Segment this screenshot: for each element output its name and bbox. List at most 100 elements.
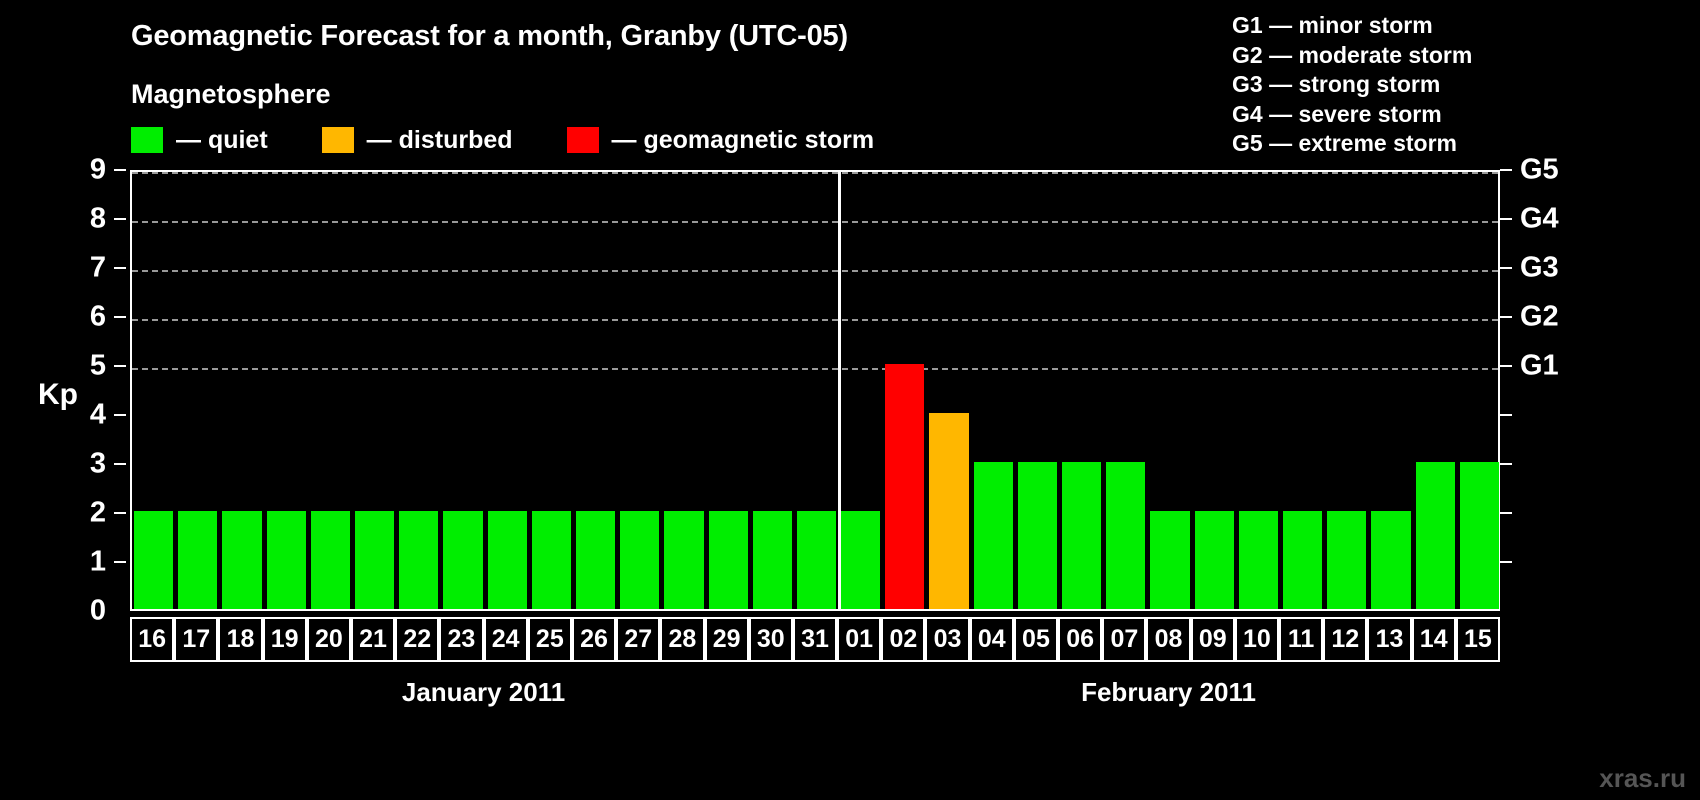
- bar-day-07: [1106, 462, 1146, 609]
- day-label-13: 13: [1367, 617, 1412, 662]
- bar-day-13: [1371, 511, 1411, 609]
- day-label-20: 20: [306, 617, 351, 662]
- day-label-30: 30: [748, 617, 793, 662]
- g-tick-mark: [1500, 463, 1512, 465]
- g-tick-label-G1: G1: [1520, 349, 1559, 382]
- legend-item-label: — quiet: [176, 125, 268, 154]
- watermark: xras.ru: [1599, 763, 1686, 793]
- bar-day-01: [841, 511, 881, 609]
- gridline-kp-5: [132, 368, 1498, 370]
- day-label-10: 10: [1234, 617, 1280, 662]
- bar-day-26: [575, 511, 616, 609]
- bar-day-20: [310, 511, 350, 609]
- bar-series: [132, 172, 1499, 609]
- g-tick-mark: [1500, 316, 1512, 318]
- day-label-22: 22: [395, 617, 440, 662]
- g-tick-mark: [1500, 365, 1512, 367]
- y-tick-label-1: 1: [89, 545, 106, 578]
- bar-day-12: [1327, 511, 1367, 609]
- gridline-kp-9: [132, 172, 1498, 174]
- day-label-14: 14: [1411, 617, 1456, 662]
- y-axis-title: Kp: [38, 378, 78, 411]
- day-label-19: 19: [262, 617, 307, 662]
- y-tick-mark: [114, 267, 126, 269]
- legend-item-1: — disturbed: [321, 125, 513, 155]
- legend-item-0: — quiet: [131, 126, 268, 155]
- bar-day-16: [134, 511, 174, 609]
- y-tick-label-7: 7: [89, 251, 106, 284]
- g-scale-line-1: G1 — minor storm: [1232, 12, 1433, 38]
- g-scale-line-3: G3 — strong storm: [1232, 71, 1441, 97]
- g-tick-mark: [1500, 267, 1512, 269]
- g-tick-mark: [1500, 512, 1512, 514]
- y-tick-mark: [114, 512, 126, 514]
- bar-day-18: [222, 511, 262, 609]
- g-tick-label-G4: G4: [1520, 202, 1559, 235]
- y-axis-ticks: 0 1 2 3 4 5 6 7 8 9: [0, 154, 128, 627]
- day-label-03: 03: [925, 617, 970, 662]
- bar-day-17: [178, 511, 218, 609]
- gridline-kp-6: [132, 319, 1498, 321]
- bar-day-29: [708, 511, 748, 609]
- day-label-16: 16: [130, 617, 175, 662]
- day-label-26: 26: [571, 617, 617, 662]
- y-tick-label-2: 2: [89, 496, 106, 529]
- bar-day-31: [796, 511, 837, 609]
- legend-item-2: — geomagnetic storm: [566, 125, 875, 155]
- bar-day-19: [266, 511, 306, 609]
- chart-plot-area: [130, 170, 1500, 611]
- day-label-04: 04: [969, 617, 1014, 662]
- day-label-24: 24: [483, 617, 528, 662]
- bar-day-06: [1062, 462, 1102, 609]
- bar-day-21: [354, 511, 395, 609]
- month-divider-line: [838, 172, 842, 609]
- bar-day-08: [1150, 511, 1190, 609]
- g-tick-mark: [1500, 218, 1512, 220]
- day-label-15: 15: [1455, 617, 1500, 662]
- day-label-17: 17: [174, 617, 219, 662]
- bar-day-14: [1415, 462, 1455, 609]
- day-axis-labels: 16 17 18 19 20 21 22 23 24 25 26 27 28 29 30 31 01 02 03 04…: [130, 617, 1500, 662]
- y-tick-label-0: 0: [89, 594, 106, 627]
- bar-day-22: [399, 511, 439, 609]
- bar-day-10: [1238, 511, 1279, 609]
- legend-swatch-icon: [131, 127, 163, 153]
- magnetosphere-heading: Magnetosphere: [131, 79, 331, 109]
- gridline-kp-7: [132, 270, 1498, 272]
- y-tick-label-3: 3: [89, 447, 106, 480]
- bar-day-24: [487, 511, 527, 609]
- month-caption-1: February 2011: [1081, 677, 1256, 707]
- month-caption-0: January 2011: [401, 677, 566, 707]
- g-scale-legend: G1 — minor storm G2 — moderate storm G3 — …: [1232, 11, 1472, 159]
- legend-item-label: — geomagnetic storm: [611, 125, 875, 154]
- legend-swatch-icon: [321, 127, 354, 153]
- bar-day-05: [1017, 462, 1058, 609]
- g-tick-mark: [1500, 414, 1512, 416]
- day-label-02: 02: [881, 617, 926, 662]
- gridline-kp-8: [132, 221, 1498, 223]
- day-label-21: 21: [350, 617, 396, 662]
- y-tick-mark: [114, 316, 126, 318]
- day-label-11: 11: [1279, 617, 1324, 662]
- y-tick-label-9: 9: [89, 153, 106, 186]
- magnetosphere-legend: — quiet — disturbed — geomagnetic storm: [131, 125, 928, 155]
- bar-day-28: [664, 511, 704, 609]
- day-label-12: 12: [1323, 617, 1368, 662]
- bar-day-11: [1283, 511, 1323, 609]
- legend-swatch-icon: [566, 127, 599, 153]
- day-label-05: 05: [1013, 617, 1059, 662]
- bar-day-27: [620, 511, 660, 609]
- g-scale-line-4: G4 — severe storm: [1232, 100, 1442, 127]
- g-tick-label-G3: G3: [1520, 251, 1559, 284]
- y-tick-mark: [114, 561, 126, 563]
- y-tick-label-8: 8: [89, 202, 106, 235]
- day-label-08: 08: [1146, 617, 1191, 662]
- bar-day-03: [929, 413, 969, 609]
- day-label-31: 31: [792, 617, 838, 662]
- day-label-23: 23: [439, 617, 484, 662]
- y-tick-label-6: 6: [89, 300, 106, 333]
- bar-day-02: [885, 364, 925, 609]
- g-tick-mark: [1500, 561, 1512, 563]
- legend-item-label: — disturbed: [366, 125, 513, 154]
- y-tick-mark: [114, 218, 126, 220]
